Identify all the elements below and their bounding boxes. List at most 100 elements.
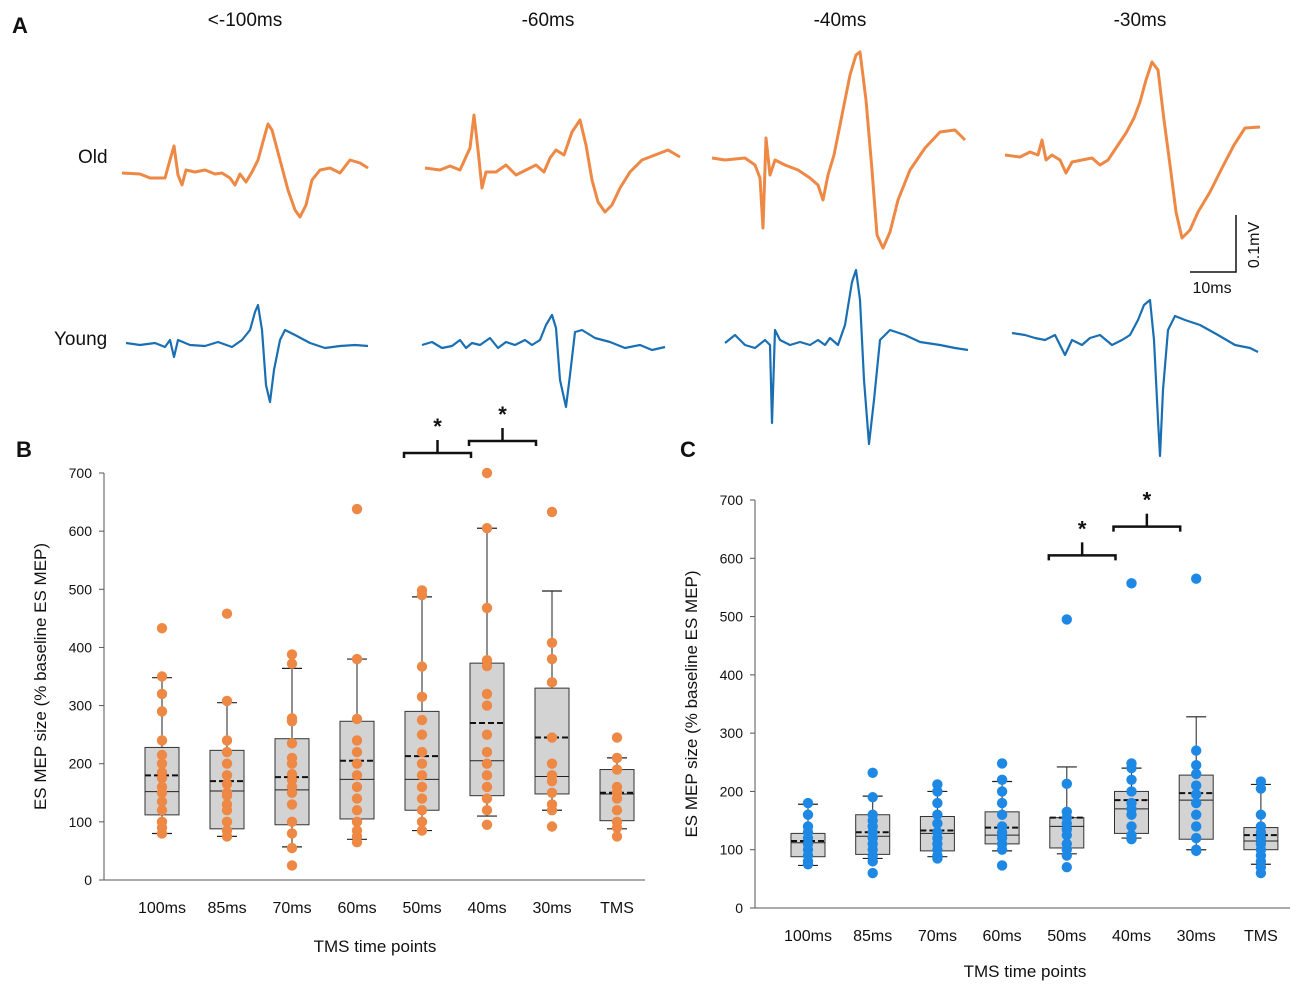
- panel-a: A <-100ms -60ms -40ms -30ms Old Young 0.…: [12, 10, 1263, 458]
- scale-bar-lines: [1190, 215, 1237, 273]
- data-point: [416, 781, 428, 793]
- data-point: [996, 758, 1008, 769]
- panel-b-label: B: [16, 437, 32, 462]
- data-point: [1255, 783, 1267, 794]
- data-point: [156, 805, 168, 816]
- data-point: [481, 523, 493, 534]
- panel-b-chart: B 0 100 200 300 400 500 600 700 ES MEP size (% b…: [16, 402, 645, 956]
- data-point: [416, 729, 428, 740]
- x-tick-label-50ms: 50ms: [402, 900, 441, 917]
- y-axis-title: ES MEP size (% baseline ES MEP): [31, 543, 50, 810]
- data-point: [546, 775, 558, 787]
- data-point: [481, 688, 493, 700]
- data-point: [1191, 768, 1202, 780]
- y-tick-label: 200: [720, 783, 744, 799]
- data-point: [156, 688, 168, 700]
- data-point: [416, 691, 428, 703]
- data-point: [416, 661, 428, 672]
- data-point: [481, 660, 493, 672]
- significance-bracket: [467, 439, 538, 446]
- data-point: [481, 602, 493, 614]
- data-point: [481, 758, 493, 769]
- data-point: [546, 821, 558, 832]
- significance-bracket: [402, 451, 473, 458]
- data-point: [546, 653, 558, 665]
- data-point: [416, 758, 428, 769]
- data-point: [286, 799, 298, 810]
- data-point: [351, 793, 363, 804]
- row-label-old: Old: [78, 147, 108, 168]
- y-tick-label: 700: [720, 492, 744, 508]
- y-axis-title: ES MEP size (% baseline ES MEP): [682, 570, 701, 837]
- column-label-100ms: <-100ms: [208, 10, 282, 31]
- y-tick-label: 100: [69, 814, 93, 830]
- data-point: [286, 658, 298, 669]
- data-point: [156, 706, 168, 717]
- data-point: [932, 797, 943, 809]
- column-label-40ms: -40ms: [814, 10, 867, 31]
- data-point: [351, 781, 363, 793]
- data-point: [996, 860, 1008, 871]
- data-point: [481, 805, 493, 816]
- data-point: [286, 842, 298, 854]
- data-point: [1126, 834, 1137, 845]
- data-point: [932, 818, 943, 829]
- data-point: [1255, 867, 1267, 879]
- data-point: [351, 816, 363, 828]
- scale-bar: 0.1mV 10ms: [1190, 215, 1263, 297]
- row-label-young: Young: [54, 329, 107, 350]
- data-point: [546, 758, 558, 769]
- young-trace-60ms: [421, 313, 666, 409]
- data-point: [546, 787, 558, 798]
- data-point: [221, 831, 233, 842]
- data-point: [1061, 862, 1073, 873]
- data-point: [611, 793, 623, 804]
- data-point: [546, 637, 558, 648]
- data-point: [221, 778, 233, 790]
- data-point: [156, 787, 168, 798]
- data-point: [351, 758, 363, 769]
- data-point: [156, 735, 168, 746]
- data-point: [156, 828, 168, 839]
- data-point: [481, 781, 493, 793]
- data-point: [867, 856, 878, 867]
- data-point: [611, 822, 623, 833]
- data-point: [1061, 614, 1073, 625]
- x-tick-label-40ms: 40ms: [467, 900, 506, 917]
- panel-c-label: C: [680, 437, 696, 462]
- data-point: [221, 746, 233, 758]
- data-point: [1061, 850, 1073, 861]
- data-point: [286, 860, 298, 871]
- significance-star: *: [433, 414, 442, 439]
- data-point: [221, 695, 233, 707]
- significance-bracket: [1112, 525, 1182, 532]
- data-point: [867, 792, 878, 803]
- data-point: [351, 735, 363, 746]
- y-tick-label: 300: [720, 725, 744, 741]
- data-point: [1126, 578, 1137, 589]
- y-tick-label: 600: [69, 523, 93, 539]
- significance-bracket: [1047, 554, 1117, 561]
- data-point: [1191, 797, 1202, 809]
- old-trace-100ms: [121, 122, 369, 219]
- data-point: [546, 732, 558, 743]
- data-point: [481, 819, 493, 830]
- data-point: [1061, 829, 1073, 841]
- data-point: [351, 837, 363, 848]
- x-tick-label-85ms: 85ms: [207, 900, 246, 917]
- data-point: [1126, 774, 1137, 785]
- panel-a-label: A: [12, 13, 28, 38]
- data-point: [867, 867, 878, 879]
- data-point: [932, 809, 943, 820]
- data-point: [1191, 780, 1202, 791]
- data-point: [221, 758, 233, 769]
- data-point: [416, 589, 428, 601]
- data-point: [1191, 789, 1202, 800]
- data-point: [286, 828, 298, 839]
- x-tick-label-85ms: 85ms: [853, 928, 892, 945]
- data-point: [286, 758, 298, 769]
- x-tick-label-60ms: 60ms: [337, 900, 376, 917]
- data-point: [351, 805, 363, 816]
- data-point: [996, 809, 1008, 820]
